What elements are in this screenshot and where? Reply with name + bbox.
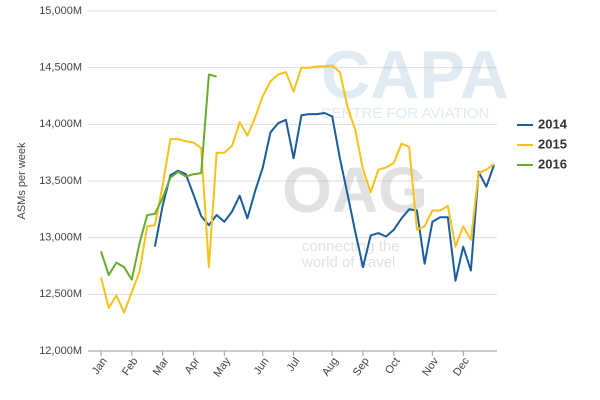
watermark-brand-sub: CENTRE FOR AVIATION [321, 105, 490, 122]
watermark-tagline: connecting the [302, 238, 400, 255]
x-tick-label: Dec [451, 355, 472, 378]
x-tick-label: May [211, 355, 233, 379]
x-tick-label: Apr [183, 355, 203, 376]
watermark-tagline: world of travel [301, 254, 395, 271]
legend-label: 2014 [538, 116, 568, 131]
y-tick-label: 13,000M [39, 232, 82, 244]
series-line [100, 73, 217, 281]
y-tick-label: 13,500M [39, 175, 82, 187]
y-axis-label: ASMs per week [16, 142, 28, 220]
watermark-logo: OAG [282, 154, 428, 226]
series-line [100, 64, 495, 314]
x-tick-label: Jun [252, 356, 272, 377]
y-tick-label: 12,000M [39, 345, 82, 357]
y-tick-label: 14,000M [39, 118, 82, 130]
y-tick-label: 15,000M [39, 5, 82, 17]
legend-label: 2015 [538, 136, 567, 151]
y-tick-label: 14,500M [39, 62, 82, 74]
watermark-brand: CAPA [321, 37, 509, 113]
legend-label: 2016 [538, 156, 567, 171]
y-tick-label: 12,500M [39, 288, 82, 300]
x-tick-label: Jan [90, 356, 110, 377]
x-tick-label: Feb [120, 356, 141, 378]
x-tick-label: Nov [420, 355, 441, 378]
x-tick-label: Sep [351, 356, 372, 379]
x-tick-label: Oct [383, 356, 403, 377]
watermark: CAPA CENTRE FOR AVIATION OAG connecting … [282, 37, 509, 271]
x-tick-label: Mar [151, 355, 172, 378]
x-tick-label: Jul [285, 356, 303, 374]
x-tick-label: Aug [320, 356, 341, 379]
